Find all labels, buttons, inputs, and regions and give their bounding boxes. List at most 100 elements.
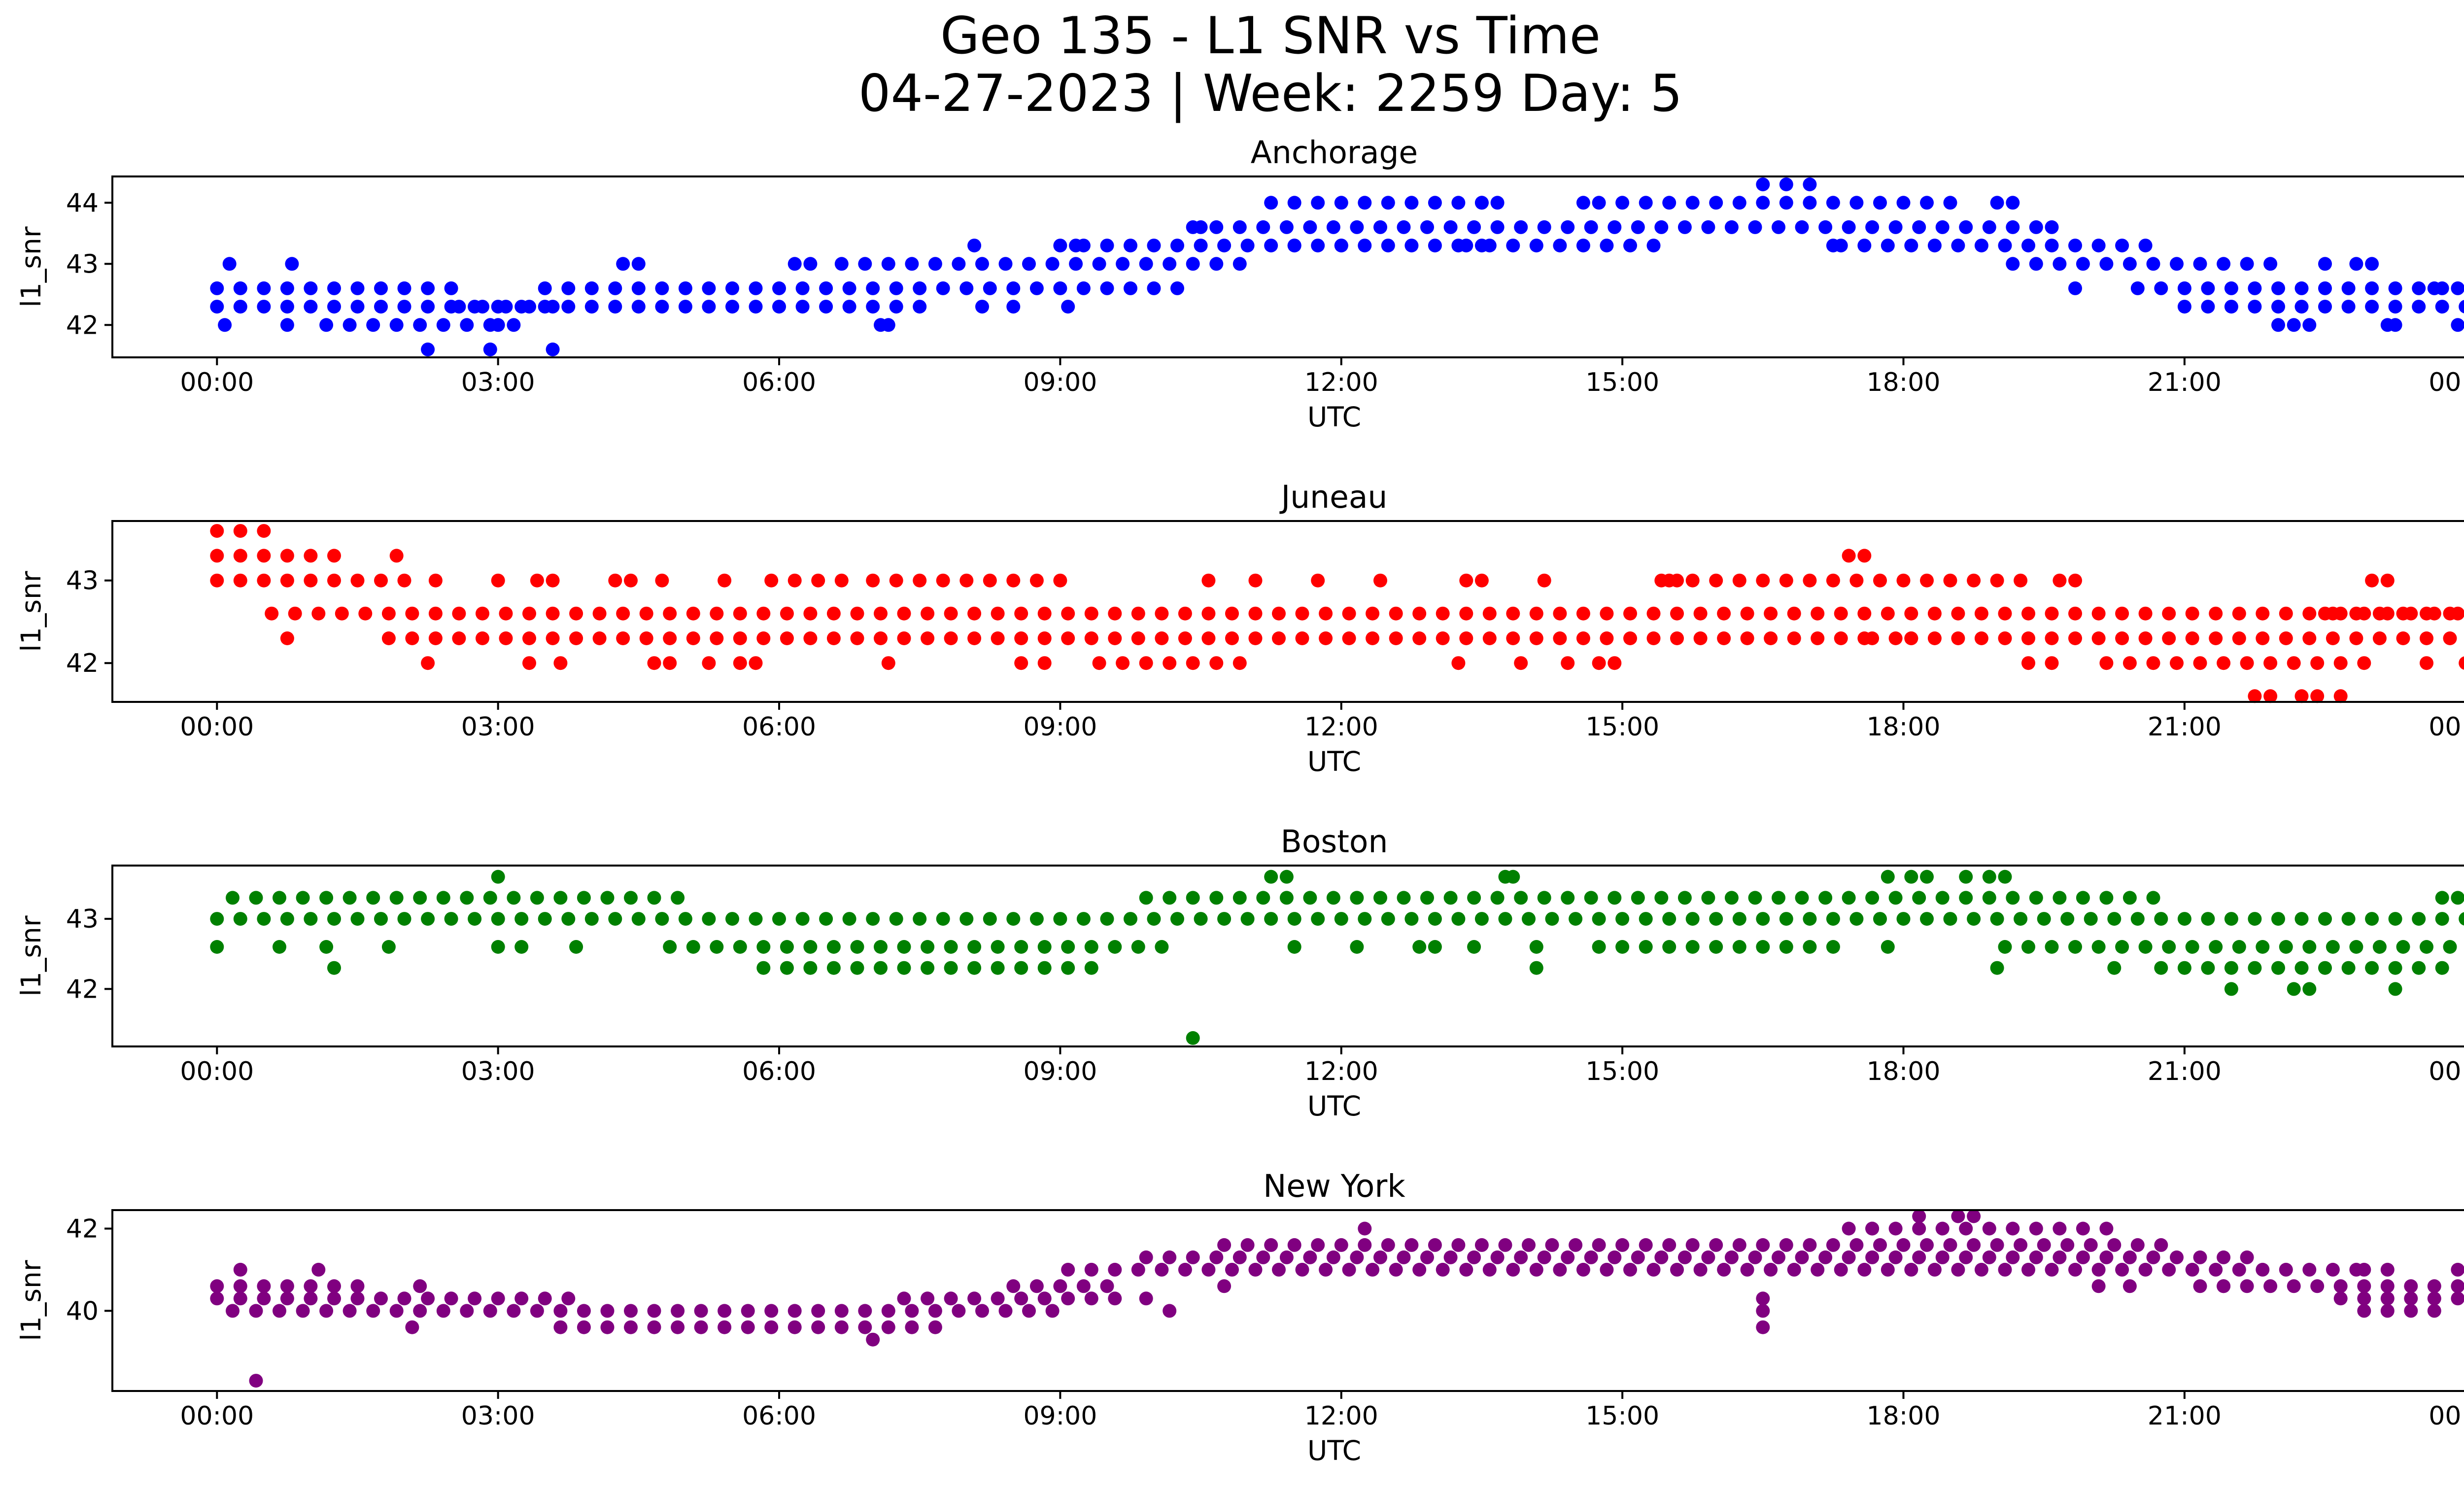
data-point [842,281,856,295]
x-tick-label: 03:00 [461,1401,535,1431]
data-point [2263,257,2278,271]
data-point [1865,1221,1880,1236]
data-point [1006,912,1021,926]
data-point [921,606,935,621]
data-point [1084,606,1098,621]
data-point [1459,1262,1473,1277]
data-point [967,239,982,253]
x-tick-label: 21:00 [2148,712,2222,742]
data-point [1037,1291,1052,1306]
data-point [1209,891,1224,905]
data-point [1912,1250,1926,1264]
data-point [2193,656,2207,670]
data-point [1201,631,1216,645]
data-point [584,912,599,926]
data-point [1561,220,1575,234]
data-point [2045,631,2059,645]
data-point [421,912,435,926]
data-point [2232,1262,2246,1277]
data-point [2333,1279,2348,1293]
data-point [2287,656,2301,670]
data-point [280,573,294,588]
data-point [1350,220,1364,234]
data-point [819,912,833,926]
data-point [1366,631,1380,645]
data-point [952,257,966,271]
data-point [553,891,568,905]
data-point [663,656,677,670]
data-point [257,281,271,295]
data-point [468,1291,482,1306]
data-point [834,573,849,588]
data-point [1631,891,1645,905]
data-point [1904,869,1918,884]
data-point [1155,606,1169,621]
data-point [483,342,497,356]
data-point [491,318,505,332]
data-point [1865,891,1880,905]
data-point [1412,631,1427,645]
data-point [1646,239,1661,253]
data-point [1490,891,1505,905]
axes-frame [111,865,2464,1047]
data-point [1803,1238,1817,1252]
data-point [280,631,294,645]
data-point [2138,940,2153,954]
data-point [1873,1238,1887,1252]
data-point [819,300,833,314]
data-point [1474,196,1489,210]
data-point [1740,631,1754,645]
axes-frame [111,1209,2464,1392]
data-point [1248,1262,1263,1277]
data-point [608,300,622,314]
data-point [2154,1238,2168,1252]
data-point [733,631,747,645]
data-point [2099,1250,2114,1264]
y-axis-label: l1_snr [15,1260,47,1341]
data-point [1287,239,1301,253]
data-point [2318,257,2332,271]
x-tick-label: 00:00 [180,368,254,397]
data-point [1092,257,1106,271]
data-point [858,1304,872,1318]
data-point [686,631,700,645]
data-point [304,912,318,926]
data-point [2256,606,2270,621]
x-tick-label: 18:00 [1867,1057,1941,1086]
data-point [811,573,825,588]
data-point [1092,656,1106,670]
data-point [436,1304,450,1318]
data-point [1779,196,1793,210]
data-point [803,257,818,271]
data-point [1998,869,2012,884]
data-point [1756,573,1770,588]
x-axis-label: UTC [1307,401,1361,433]
data-point [2294,961,2309,975]
data-point [381,606,396,621]
data-point [546,606,560,621]
data-point [280,1291,294,1306]
data-point [1701,220,1715,234]
data-point [655,281,669,295]
data-point [436,318,450,332]
data-point [944,940,958,954]
data-point [233,573,247,588]
subplot-title: Anchorage [1251,135,1418,171]
data-point [1982,220,1996,234]
data-point [444,281,458,295]
data-point [507,1304,521,1318]
data-point [249,891,263,905]
data-point [327,912,341,926]
data-point [2076,1250,2090,1264]
data-point [1397,891,1411,905]
data-point [1100,281,1114,295]
data-point [1701,891,1715,905]
data-point [1186,1031,1200,1045]
data-point [2341,281,2356,295]
data-point [2006,1221,2020,1236]
data-point [1982,1250,1996,1264]
data-point [944,961,958,975]
data-point [967,940,982,954]
data-point [397,573,411,588]
data-point [787,1320,802,1334]
